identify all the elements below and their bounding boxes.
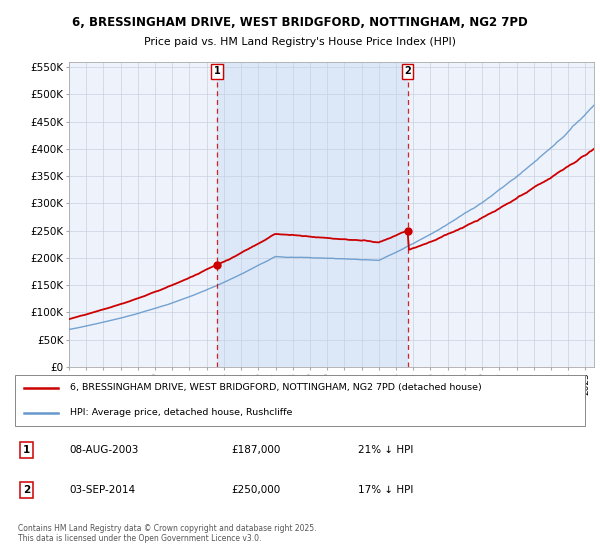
Text: £187,000: £187,000 xyxy=(231,445,280,455)
Text: 6, BRESSINGHAM DRIVE, WEST BRIDGFORD, NOTTINGHAM, NG2 7PD: 6, BRESSINGHAM DRIVE, WEST BRIDGFORD, NO… xyxy=(72,16,528,29)
Text: 03-SEP-2014: 03-SEP-2014 xyxy=(70,485,136,495)
Text: 6, BRESSINGHAM DRIVE, WEST BRIDGFORD, NOTTINGHAM, NG2 7PD (detached house): 6, BRESSINGHAM DRIVE, WEST BRIDGFORD, NO… xyxy=(70,383,481,392)
Text: 21% ↓ HPI: 21% ↓ HPI xyxy=(358,445,413,455)
Text: 17% ↓ HPI: 17% ↓ HPI xyxy=(358,485,413,495)
Text: 2: 2 xyxy=(404,66,411,76)
Text: 1: 1 xyxy=(23,445,30,455)
Text: 08-AUG-2003: 08-AUG-2003 xyxy=(70,445,139,455)
Text: Contains HM Land Registry data © Crown copyright and database right 2025.
This d: Contains HM Land Registry data © Crown c… xyxy=(18,524,316,543)
Text: 2: 2 xyxy=(23,485,30,495)
Bar xyxy=(217,62,407,367)
Text: 1: 1 xyxy=(214,66,220,76)
Text: Price paid vs. HM Land Registry's House Price Index (HPI): Price paid vs. HM Land Registry's House … xyxy=(144,37,456,47)
FancyBboxPatch shape xyxy=(15,375,585,426)
Text: HPI: Average price, detached house, Rushcliffe: HPI: Average price, detached house, Rush… xyxy=(70,408,292,417)
Text: £250,000: £250,000 xyxy=(231,485,280,495)
